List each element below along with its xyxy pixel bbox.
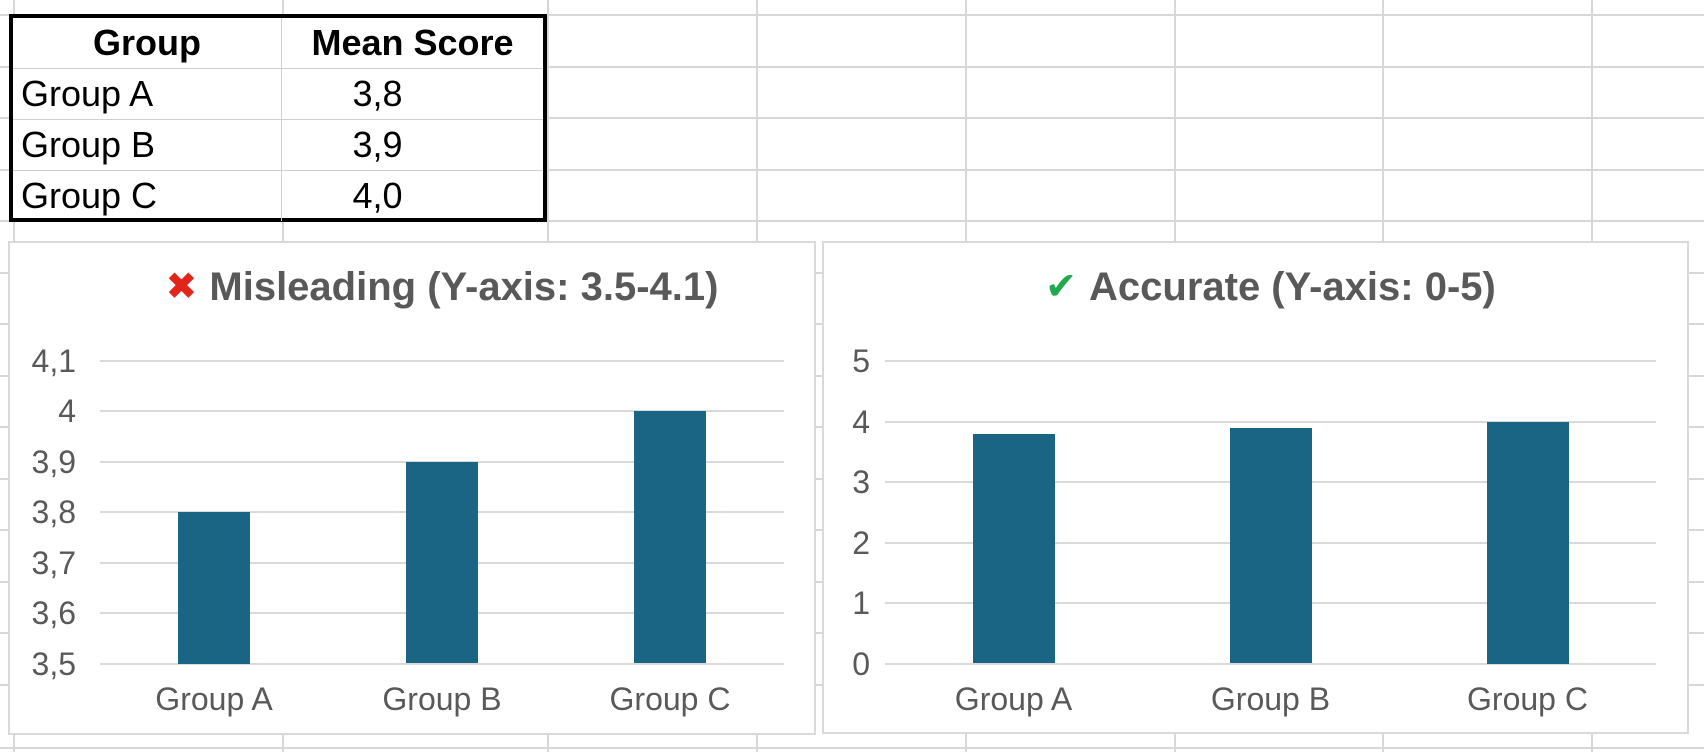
y-tick-label: 2	[852, 524, 870, 561]
chart-gridline	[100, 360, 784, 362]
bar-group-b[interactable]	[406, 461, 478, 664]
table-cell[interactable]: 3,9	[352, 124, 403, 165]
table-header-cell[interactable]: Group	[13, 18, 282, 68]
y-tick-label: 3	[852, 464, 870, 500]
chart-title-text: Misleading (Y-axis: 3.5-4.1)	[209, 264, 719, 309]
cross-icon: ✖	[165, 266, 198, 308]
gridline	[0, 14, 1704, 16]
bar-group-b[interactable]	[1229, 427, 1312, 664]
table-cell[interactable]: 3,8	[352, 73, 403, 114]
y-tick-label: 3,5	[31, 645, 76, 682]
table-cell[interactable]: 4,0	[352, 175, 403, 216]
table-header-cell[interactable]: Mean Score	[311, 22, 514, 63]
chart-gridline	[885, 420, 1656, 423]
chart-accurate[interactable]: ✔ Accurate (Y-axis: 0-5) 5 4 3 2 1 0 Group A Gr…	[822, 241, 1689, 734]
data-table: Group Mean Score Group A 3,8 Group B 3,9 Group…	[9, 14, 547, 222]
y-tick-label: 4,1	[31, 343, 76, 379]
chart-title-text: Accurate (Y-axis: 0-5)	[1089, 264, 1496, 309]
x-axis-label: Group B	[382, 680, 502, 717]
bar-group-c[interactable]	[634, 411, 706, 664]
chart-misleading[interactable]: ✖ Misleading (Y-axis: 3.5-4.1) 4,1 4 3,9 3,…	[8, 241, 816, 735]
bar-group-c[interactable]	[1486, 421, 1569, 664]
x-axis-label: Group C	[1467, 680, 1588, 717]
y-tick-label: 3,8	[31, 494, 76, 531]
chart-title: ✖ Misleading (Y-axis: 3.5-4.1)	[100, 261, 784, 313]
chart-gridline	[885, 360, 1656, 362]
y-tick-label: 3,6	[31, 595, 76, 632]
bar-group-a[interactable]	[178, 512, 250, 664]
table-cell[interactable]: Group C	[13, 171, 282, 221]
y-tick-label: 4	[58, 393, 76, 430]
chart-gridline	[100, 410, 784, 413]
x-axis-label: Group A	[954, 680, 1073, 717]
chart-gridline	[100, 662, 784, 665]
table-row: Group A 3,8	[13, 68, 543, 119]
check-icon: ✔	[1045, 266, 1077, 308]
y-tick-label: 1	[852, 585, 870, 621]
x-axis-label: Group A	[155, 680, 273, 717]
x-axis-label: Group B	[1210, 680, 1331, 717]
y-tick-label: 4	[852, 403, 870, 440]
y-tick-label: 0	[852, 645, 870, 682]
y-tick-label: 3,7	[31, 544, 76, 581]
chart-gridline	[885, 662, 1656, 665]
y-tick-label: 5	[852, 343, 870, 379]
gridline	[0, 746, 1704, 749]
table-row: Group C 4,0	[13, 170, 543, 221]
gridline	[0, 65, 1704, 68]
chart-title: ✔ Accurate (Y-axis: 0-5)	[885, 261, 1656, 313]
table-header-row: Group Mean Score	[13, 18, 543, 68]
gridline	[0, 117, 1704, 119]
table-cell[interactable]: Group A	[13, 69, 282, 119]
x-axis-label: Group C	[609, 680, 731, 717]
table-row: Group B 3,9	[13, 119, 543, 170]
bar-group-a[interactable]	[972, 433, 1055, 664]
table-cell[interactable]: Group B	[13, 120, 282, 170]
gridline	[0, 220, 1704, 222]
gridline	[0, 168, 1704, 171]
y-tick-label: 3,9	[31, 443, 76, 480]
